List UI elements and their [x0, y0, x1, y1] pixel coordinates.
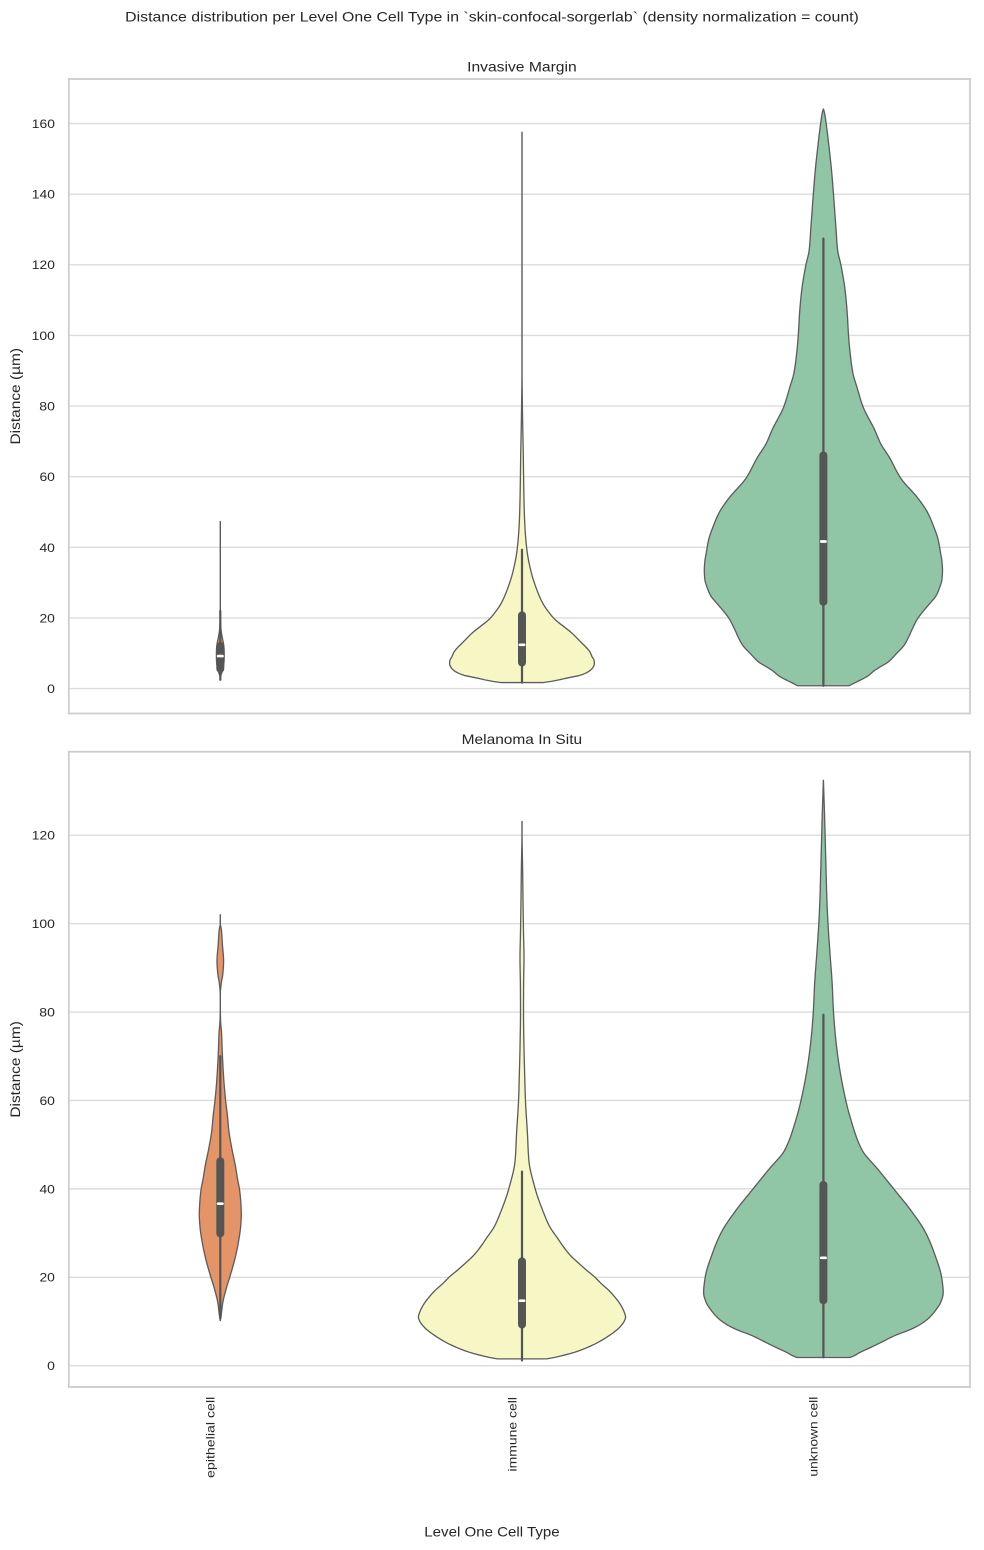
svg-text:Invasive Margin: Invasive Margin — [467, 59, 577, 74]
svg-text:Distance (µm): Distance (µm) — [8, 348, 23, 445]
svg-text:100: 100 — [32, 329, 55, 343]
svg-text:Distance distribution per Leve: Distance distribution per Level One Cell… — [125, 10, 859, 25]
svg-text:Distance (µm): Distance (µm) — [8, 1021, 23, 1118]
svg-text:60: 60 — [39, 1094, 55, 1108]
svg-text:unknown cell: unknown cell — [807, 1397, 821, 1477]
svg-text:20: 20 — [39, 611, 55, 625]
svg-text:120: 120 — [32, 829, 55, 843]
svg-text:immune cell: immune cell — [505, 1397, 519, 1471]
svg-text:140: 140 — [32, 188, 55, 202]
svg-text:160: 160 — [32, 117, 55, 131]
svg-text:epithelial cell: epithelial cell — [204, 1397, 218, 1478]
svg-text:0: 0 — [47, 1359, 55, 1373]
svg-text:20: 20 — [39, 1271, 55, 1285]
svg-text:Melanoma In Situ: Melanoma In Situ — [462, 732, 582, 747]
svg-text:80: 80 — [39, 1005, 55, 1019]
svg-text:40: 40 — [39, 541, 55, 555]
svg-text:Level One Cell Type: Level One Cell Type — [424, 1525, 560, 1540]
svg-text:80: 80 — [39, 399, 55, 413]
svg-text:100: 100 — [32, 917, 55, 931]
svg-text:40: 40 — [39, 1182, 55, 1196]
svg-text:120: 120 — [32, 258, 55, 272]
svg-text:60: 60 — [39, 470, 55, 484]
svg-text:0: 0 — [47, 682, 55, 696]
